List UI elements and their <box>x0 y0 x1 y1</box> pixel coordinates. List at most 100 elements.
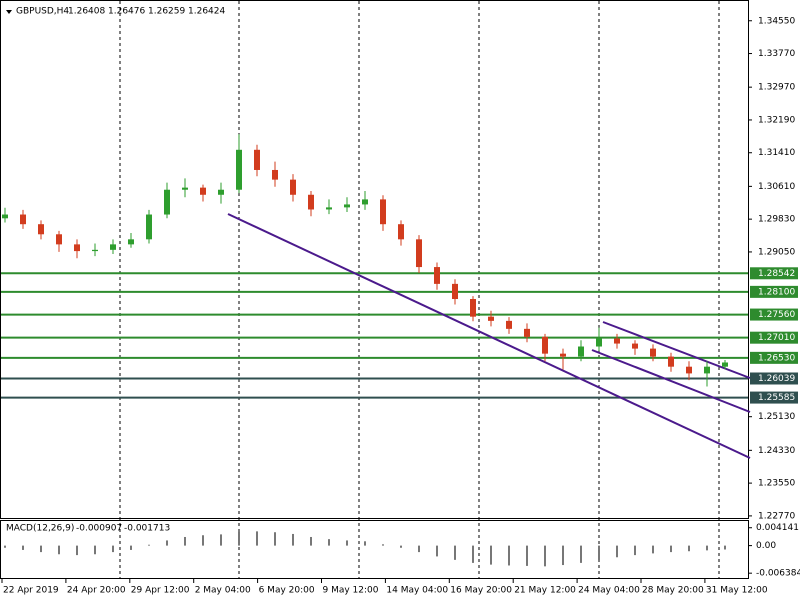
macd-bar <box>598 545 600 560</box>
candle-body <box>128 239 134 245</box>
macd-bar <box>220 534 222 546</box>
macd-bar <box>94 545 96 555</box>
macd-bar <box>436 545 438 557</box>
x-tick-label: 21 May 12:00 <box>514 586 576 596</box>
candle-body <box>434 267 440 284</box>
y-tick-label: 1.29830 <box>758 215 795 225</box>
levels: 1.28542 1.28100 1.27560 1.27010 1.26530 1.260… <box>1 267 798 404</box>
macd-bar <box>58 545 60 555</box>
macd-bar <box>706 545 708 551</box>
candle-body <box>20 214 26 225</box>
macd-bar <box>634 545 636 556</box>
x-tick-label: 16 May 20:00 <box>450 586 512 596</box>
level-label: 1.26039 <box>758 374 795 384</box>
candle-body <box>452 283 458 300</box>
macd-bar <box>400 545 402 548</box>
y-tick-label: 1.33770 <box>758 49 795 59</box>
candle-body <box>182 187 188 190</box>
menu-arrow[interactable] <box>6 10 12 14</box>
candle-body <box>2 214 8 219</box>
macd-bar <box>490 545 492 565</box>
y-tick-label: 1.34550 <box>758 16 795 26</box>
y-tick-label: 1.31410 <box>758 148 795 158</box>
level-label: 1.27560 <box>758 310 795 320</box>
ohlc-value: 1.26476 <box>108 7 145 17</box>
ohlc-value: 1.26259 <box>148 7 185 17</box>
macd-bar <box>418 545 420 553</box>
candle-body <box>308 194 314 210</box>
x-tick-label: 6 May 20:00 <box>259 586 315 596</box>
macd-bar <box>4 545 6 548</box>
candle-body <box>470 299 476 317</box>
candle-body <box>506 320 512 329</box>
macd-bar <box>652 545 654 554</box>
y-tick-label: 1.32970 <box>758 83 795 93</box>
macd-bar <box>274 532 276 546</box>
y-tick-label: 1.25130 <box>758 412 795 422</box>
macd-bar <box>202 535 204 546</box>
macd-bar <box>40 545 42 553</box>
ohlc-value: 1.26408 <box>68 7 105 17</box>
macd-bar <box>76 545 78 556</box>
x-tick-label: 28 May 20:00 <box>642 586 704 596</box>
x-tick-label: 24 May 04:00 <box>578 586 640 596</box>
level-label: 1.25585 <box>758 393 795 403</box>
ohlc-value: 1.26424 <box>188 7 225 17</box>
candle-body <box>38 224 44 235</box>
x-tick-label: 31 May 12:00 <box>706 586 768 596</box>
period-separators <box>119 1 720 578</box>
candle-body <box>650 348 656 357</box>
y-tick-label: 1.32190 <box>758 115 795 125</box>
level-label-bg <box>750 351 798 364</box>
macd-bar <box>238 531 240 546</box>
level-label-bg <box>750 391 798 404</box>
macd-bar <box>256 531 258 546</box>
level-label: 1.27010 <box>758 333 795 343</box>
macd-bar <box>148 544 150 546</box>
x-tick-label: 2 May 04:00 <box>195 586 251 596</box>
candle-body <box>542 336 548 354</box>
macd-bar <box>184 536 186 546</box>
candle-body <box>326 207 332 210</box>
candle-body <box>92 249 98 252</box>
candle-body <box>254 149 260 170</box>
candle-body <box>272 169 278 180</box>
macd-y-tick-label: -0.006384 <box>756 569 800 579</box>
macd-bar <box>454 545 456 560</box>
macd-bar <box>526 545 528 566</box>
x-tick-label: 9 May 12:00 <box>323 586 379 596</box>
level-label-bg <box>750 331 798 344</box>
y-tick-label: 1.24330 <box>758 446 795 456</box>
macd-bar <box>724 545 726 550</box>
candle-body <box>218 189 224 195</box>
macd-y-tick-label: 0.004141 <box>756 523 799 533</box>
candle-body <box>524 328 530 337</box>
candle-body <box>722 362 728 367</box>
y-tick-label: 1.30610 <box>758 182 795 192</box>
level-label-bg <box>750 285 798 298</box>
macd-bar <box>22 545 24 550</box>
trend-line <box>591 349 751 413</box>
candle-body <box>614 338 620 344</box>
macd-panel <box>0 520 749 579</box>
macd-bar <box>616 545 618 558</box>
macd-bar <box>688 545 690 552</box>
macd-bar <box>130 545 132 550</box>
candle-body <box>110 244 116 250</box>
level-label-bg <box>750 308 798 321</box>
candles <box>2 134 728 387</box>
macd-bar <box>670 545 672 553</box>
candle-body <box>344 204 350 208</box>
candle-body <box>578 346 584 357</box>
macd-main: -0.000907 <box>76 524 122 534</box>
x-tick-label: 14 May 04:00 <box>386 586 448 596</box>
candle-body <box>488 316 494 321</box>
symbol: GBPUSD,H4 <box>16 7 69 17</box>
macd-signal: -0.001713 <box>124 524 170 534</box>
macd-bar <box>112 545 114 553</box>
x-tick-label: 24 Apr 20:00 <box>67 586 126 596</box>
main-panel <box>0 0 749 519</box>
y-tick-label: 1.29050 <box>758 247 795 257</box>
candle-body <box>560 353 566 357</box>
